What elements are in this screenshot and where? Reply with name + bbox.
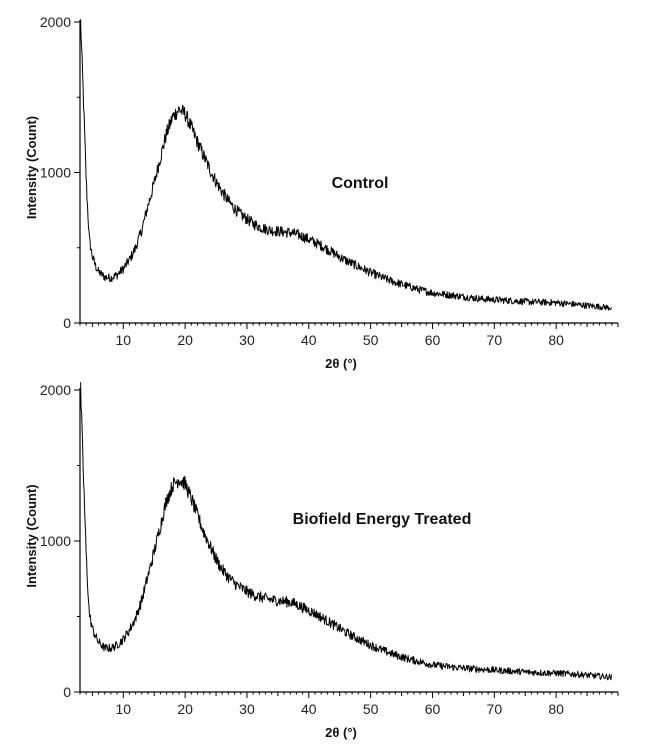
x-tick-label: 10 xyxy=(115,332,131,348)
x-tick-label: 80 xyxy=(548,701,564,717)
y-tick-label: 1000 xyxy=(40,165,71,181)
xrd-pattern-line xyxy=(80,382,612,681)
x-tick-label: 30 xyxy=(239,332,255,348)
x-tick-label: 30 xyxy=(239,701,255,717)
y-tick-label: 0 xyxy=(63,315,71,331)
chart-panel-2: 10 20 30 40 50 60 70 80 0 1000 2000 2θ (°) Intensity… xyxy=(24,382,619,740)
x-tick-label: 10 xyxy=(115,701,131,717)
y-tick-label: 2000 xyxy=(40,14,71,30)
y-tick-label: 1000 xyxy=(40,533,71,549)
y-tick-label: 2000 xyxy=(40,382,71,398)
x-tick-label: 40 xyxy=(301,332,317,348)
x-tick-label: 20 xyxy=(177,701,193,717)
y-axis-title: Intensity (Count) xyxy=(24,116,39,219)
y-tick-label: 0 xyxy=(63,684,71,700)
x-tick-label: 50 xyxy=(363,332,379,348)
x-axis-title: 2θ (°) xyxy=(325,725,357,740)
chart-panel-1: 10 20 30 40 50 60 70 80 0 1000 2000 2θ (°) Intensity… xyxy=(24,14,619,371)
x-tick-label: 80 xyxy=(548,332,564,348)
y-axis-title: Intensity (Count) xyxy=(24,484,39,587)
x-tick-label: 40 xyxy=(301,701,317,717)
x-axis-title: 2θ (°) xyxy=(325,356,357,371)
xrd-pattern-line xyxy=(80,19,612,311)
x-tick-label: 70 xyxy=(487,701,503,717)
sample-label: Control xyxy=(332,175,389,192)
x-tick-label: 60 xyxy=(425,701,441,717)
sample-label: Biofield Energy Treated xyxy=(293,511,472,528)
x-tick-label: 70 xyxy=(487,332,503,348)
x-tick-label: 50 xyxy=(363,701,379,717)
x-tick-label: 60 xyxy=(425,332,441,348)
x-tick-label: 20 xyxy=(177,332,193,348)
